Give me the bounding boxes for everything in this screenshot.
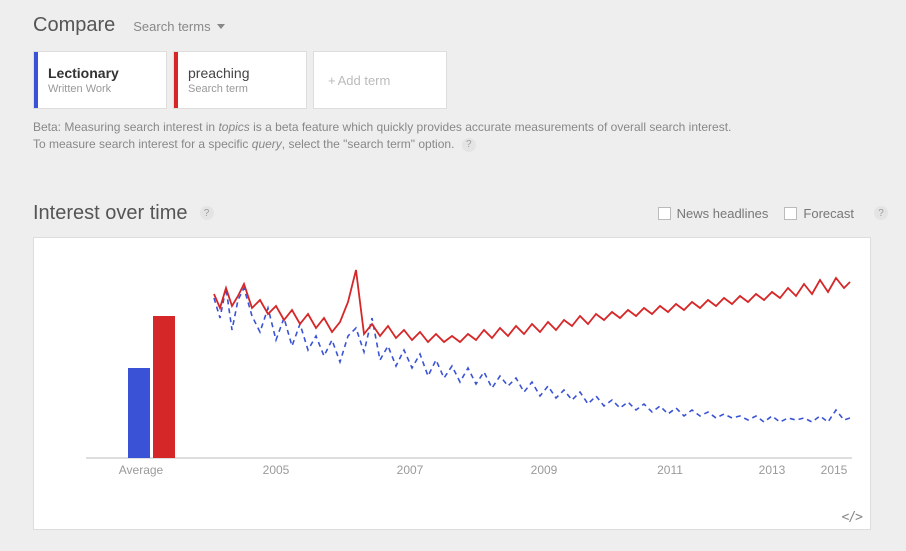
embed-icon[interactable]: </> — [842, 510, 862, 525]
forecast-label: Forecast — [803, 206, 854, 221]
beta-text: Beta: Measuring search interest in topic… — [33, 119, 733, 154]
term-subtitle: Search term — [188, 83, 250, 95]
chevron-down-icon — [217, 24, 225, 29]
compare-dropdown-label: Search terms — [133, 19, 210, 34]
x-tick-label: 2009 — [531, 463, 558, 477]
compare-dropdown[interactable]: Search terms — [133, 19, 224, 34]
avg-bar — [128, 368, 150, 458]
iot-controls: News headlines Forecast ? — [658, 206, 888, 221]
checkbox-box-icon — [658, 207, 671, 220]
chart-area: Average 2005 2007 2009 2011 2013 2015 — [56, 258, 852, 517]
forecast-checkbox[interactable]: Forecast — [784, 206, 854, 221]
interest-over-time-title: Interest over time ? — [33, 202, 214, 225]
term-subtitle: Written Work — [48, 83, 119, 95]
news-label: News headlines — [677, 206, 769, 221]
news-headlines-checkbox[interactable]: News headlines — [658, 206, 769, 221]
add-term-inner: +Add term — [314, 73, 390, 88]
help-icon[interactable]: ? — [874, 206, 888, 220]
add-term-button[interactable]: +Add term — [313, 51, 447, 109]
term-card[interactable]: preachingSearch term — [173, 51, 307, 109]
term-card-inner: preachingSearch term — [178, 65, 250, 96]
series-lectionary — [214, 288, 850, 422]
interest-chart: Average 2005 2007 2009 2011 2013 2015 — [56, 258, 854, 488]
avg-bar — [153, 316, 175, 458]
x-tick-label: 2013 — [759, 463, 786, 477]
interest-over-time-header: Interest over time ? News headlines Fore… — [33, 202, 888, 225]
x-tick-label: 2007 — [397, 463, 424, 477]
help-icon[interactable]: ? — [200, 206, 214, 220]
axis-label-average: Average — [119, 463, 164, 477]
term-card-inner: LectionaryWritten Work — [38, 65, 119, 96]
term-card[interactable]: LectionaryWritten Work — [33, 51, 167, 109]
x-tick-label: 2011 — [657, 463, 683, 477]
iot-title-text: Interest over time — [33, 202, 188, 225]
beta-topics: topics — [218, 120, 249, 134]
term-title: Lectionary — [48, 65, 119, 82]
beta-prefix: Beta: Measuring search interest in — [33, 120, 218, 134]
checkbox-box-icon — [784, 207, 797, 220]
page-root: Compare Search terms LectionaryWritten W… — [0, 0, 906, 548]
beta-suffix: , select the "search term" option. — [282, 137, 455, 151]
term-cards: LectionaryWritten Work preachingSearch te… — [33, 51, 888, 109]
series-preaching — [214, 270, 850, 342]
term-title: preaching — [188, 65, 250, 82]
plus-icon: + — [328, 73, 336, 88]
help-icon[interactable]: ? — [462, 138, 476, 152]
compare-header: Compare Search terms — [33, 14, 888, 37]
add-term-label: Add term — [338, 73, 391, 88]
chart-panel: Average 2005 2007 2009 2011 2013 2015 </> — [33, 237, 871, 530]
compare-title: Compare — [33, 14, 115, 37]
beta-query: query — [252, 137, 282, 151]
x-tick-label: 2015 — [821, 463, 848, 477]
x-tick-label: 2005 — [263, 463, 290, 477]
